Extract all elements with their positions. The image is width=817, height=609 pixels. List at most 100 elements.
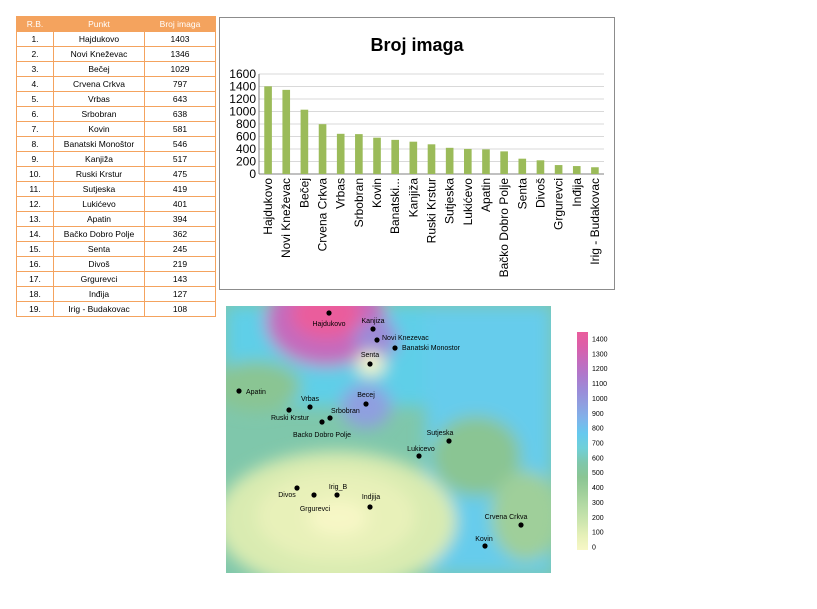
map-point-label: Ruski Krstur bbox=[271, 415, 310, 422]
bar bbox=[336, 133, 345, 174]
table-cell: 10. bbox=[16, 166, 54, 182]
map-point bbox=[286, 407, 292, 413]
table-row: 7. Kovin 581 bbox=[16, 121, 216, 137]
x-tick-label: Lukićevo bbox=[461, 178, 475, 226]
table-row: 10. Ruski Krstur 475 bbox=[16, 166, 216, 182]
table-cell: 17. bbox=[16, 271, 54, 287]
bar bbox=[355, 134, 363, 174]
colorbar-tick-label: 1400 bbox=[592, 337, 608, 344]
x-tick-label: Divoš bbox=[533, 178, 547, 208]
table-cell: 419 bbox=[144, 181, 216, 197]
colorbar-tick-label: 800 bbox=[592, 426, 604, 433]
table-cell: Crvena Crkva bbox=[53, 76, 145, 92]
x-tick-label: Grgurevci bbox=[552, 178, 566, 230]
table-cell: Senta bbox=[53, 241, 145, 257]
table-cell: Apatin bbox=[53, 211, 145, 227]
header-broj-imaga: Broj imaga bbox=[144, 16, 216, 32]
map-point bbox=[367, 504, 373, 510]
map-point bbox=[370, 326, 376, 332]
y-tick-label: 1400 bbox=[229, 80, 256, 94]
table-row: 19. Irig - Budakovac 108 bbox=[16, 301, 216, 317]
colorbar-tick-label: 500 bbox=[592, 470, 604, 477]
table-cell: Inđija bbox=[53, 286, 145, 302]
table-cell: 1029 bbox=[144, 61, 216, 77]
heatmap-map: Hajdukovo Kanjiza Novi Knezevac Banatski Mo… bbox=[226, 306, 610, 573]
table-cell: 1403 bbox=[144, 31, 216, 47]
map-point bbox=[319, 419, 325, 425]
table-cell: Novi Kneževac bbox=[53, 46, 145, 62]
table-cell: Kanjiža bbox=[53, 151, 145, 167]
map-point bbox=[363, 401, 369, 407]
table-cell: 14. bbox=[16, 226, 54, 242]
map-point-label: Divos bbox=[278, 492, 296, 499]
map-point-label: Banatski Monostor bbox=[402, 345, 461, 352]
table-cell: Grgurevci bbox=[53, 271, 145, 287]
x-tick-label: Bačko Dobro Polje bbox=[497, 178, 511, 278]
map-point-label: Novi Knezevac bbox=[382, 335, 429, 342]
bar bbox=[554, 165, 563, 174]
table-row: 4. Crvena Crkva 797 bbox=[16, 76, 216, 92]
table-cell: Kovin bbox=[53, 121, 145, 137]
y-tick-label: 1600 bbox=[229, 67, 256, 81]
table-row: 11. Sutjeska 419 bbox=[16, 181, 216, 197]
map-point bbox=[294, 485, 300, 491]
map-point-label: Lukicevo bbox=[407, 446, 435, 453]
table-cell: Vrbas bbox=[53, 91, 145, 107]
colorbar-tick-label: 1200 bbox=[592, 366, 608, 373]
map-point bbox=[482, 543, 488, 549]
map-point-label: Indjija bbox=[362, 494, 380, 501]
map-point bbox=[311, 492, 317, 498]
table-cell: 401 bbox=[144, 196, 216, 212]
x-tick-label: Irig - Budakovac bbox=[588, 178, 602, 265]
data-table: R.B. Punkt Broj imaga 1. Hajdukovo 1403 2. N… bbox=[16, 16, 216, 317]
table-cell: 4. bbox=[16, 76, 54, 92]
table-cell: Banatski Monoštor bbox=[53, 136, 145, 152]
x-tick-label: Kovin bbox=[370, 178, 384, 208]
table-cell: 581 bbox=[144, 121, 216, 137]
map-point-label: Sutjeska bbox=[427, 430, 454, 437]
table-cell: 394 bbox=[144, 211, 216, 227]
table-row: 3. Bečej 1029 bbox=[16, 61, 216, 77]
bar bbox=[427, 144, 436, 174]
table-cell: 546 bbox=[144, 136, 216, 152]
x-tick-label: Ruski Krstur bbox=[425, 178, 439, 243]
bar bbox=[591, 167, 599, 174]
bar bbox=[572, 166, 581, 174]
map-point-label: Kanjiza bbox=[362, 318, 385, 325]
table-cell: 3. bbox=[16, 61, 54, 77]
map-point-label: Kovin bbox=[475, 536, 493, 543]
map-point-label: Hajdukovo bbox=[312, 321, 345, 328]
colorbar-tick-label: 0 bbox=[592, 545, 596, 552]
bar bbox=[391, 139, 399, 174]
table-row: 1. Hajdukovo 1403 bbox=[16, 31, 216, 47]
header-punkt: Punkt bbox=[53, 16, 145, 32]
bar bbox=[536, 160, 545, 174]
y-tick-label: 0 bbox=[249, 167, 256, 181]
x-tick-label: Novi Kneževac bbox=[279, 178, 293, 258]
table-cell: 12. bbox=[16, 196, 54, 212]
table-cell: 19. bbox=[16, 301, 54, 317]
map-point bbox=[374, 337, 380, 343]
x-tick-label: Senta bbox=[515, 178, 529, 210]
colorbar-tick-label: 400 bbox=[592, 485, 604, 492]
table-header-row: R.B. Punkt Broj imaga bbox=[16, 16, 216, 32]
y-tick-label: 1000 bbox=[229, 105, 256, 119]
bar bbox=[373, 137, 381, 174]
table-cell: 13. bbox=[16, 211, 54, 227]
table-cell: Divoš bbox=[53, 256, 145, 272]
map-point-label: Srbobran bbox=[331, 408, 360, 415]
table-cell: 1. bbox=[16, 31, 54, 47]
map-point-label: Vrbas bbox=[301, 396, 320, 403]
map-point-label: Grgurevci bbox=[300, 506, 331, 513]
map-point bbox=[392, 345, 398, 351]
table-row: 16. Divoš 219 bbox=[16, 256, 216, 272]
bar bbox=[482, 149, 490, 174]
table-cell: 15. bbox=[16, 241, 54, 257]
bar bbox=[264, 86, 272, 174]
table-cell: 1346 bbox=[144, 46, 216, 62]
table-row: 15. Senta 245 bbox=[16, 241, 216, 257]
table-row: 12. Lukićevo 401 bbox=[16, 196, 216, 212]
table-cell: Irig - Budakovac bbox=[53, 301, 145, 317]
table-cell: 475 bbox=[144, 166, 216, 182]
table-cell: 2. bbox=[16, 46, 54, 62]
